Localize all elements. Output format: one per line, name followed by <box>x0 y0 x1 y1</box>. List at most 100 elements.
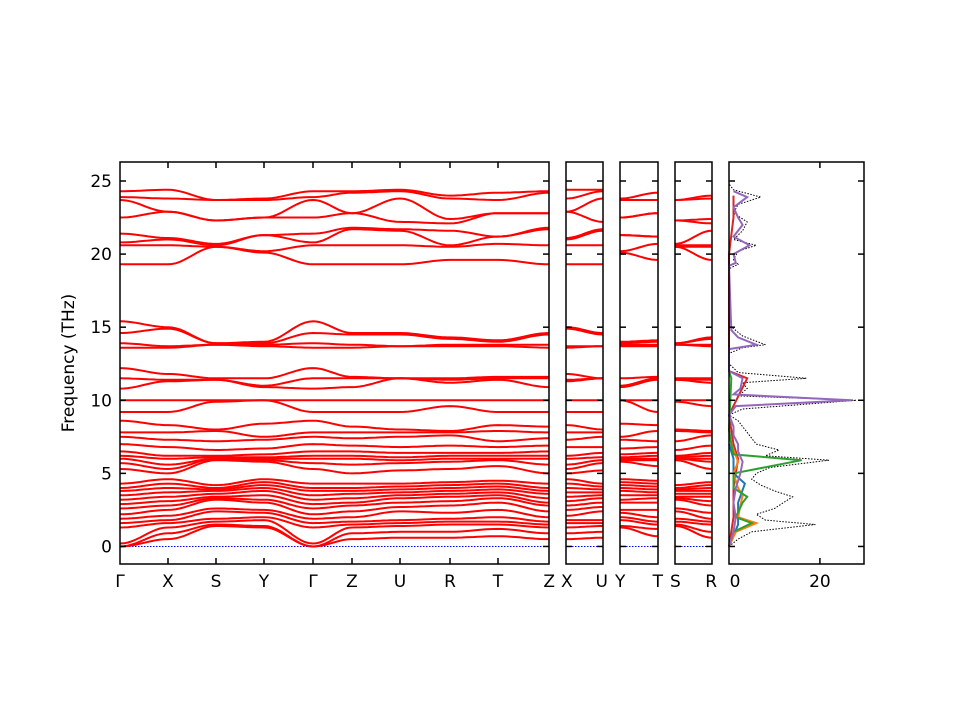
y-axis-label: Frequency (THz) <box>59 294 79 433</box>
phonon-band <box>120 399 549 413</box>
phonon-band <box>565 424 604 431</box>
phonon-band <box>674 229 713 245</box>
phonon-band <box>566 456 603 460</box>
phonon-band <box>119 507 550 520</box>
phonon-band <box>675 507 712 514</box>
phonon-band <box>120 242 549 253</box>
phonon-band <box>619 251 659 261</box>
phonon-band <box>675 428 713 432</box>
phonon-band <box>119 367 549 380</box>
phonon-band <box>119 519 550 545</box>
phonon-band <box>119 494 550 506</box>
phonon-band <box>566 487 603 491</box>
phonon-band <box>674 336 713 345</box>
phonon-band <box>566 373 603 380</box>
phonon-band <box>119 489 550 501</box>
dos-frame <box>728 161 865 565</box>
phonon-band <box>120 245 549 266</box>
k-point-label: Z <box>346 572 358 592</box>
phonon-band <box>119 516 549 529</box>
k-point-label: U <box>596 572 608 592</box>
phonon-band <box>620 487 658 491</box>
phonon-band <box>566 497 604 503</box>
phonon-band <box>619 438 658 443</box>
phonon-band <box>674 510 713 520</box>
phonon-band <box>565 462 604 470</box>
phonon-band <box>674 194 713 201</box>
phonon-band <box>565 210 604 223</box>
phonon-band <box>119 226 550 245</box>
phonon-band <box>119 320 550 345</box>
phonon-band <box>566 435 604 441</box>
phonon-band <box>119 510 550 525</box>
phonon-band <box>565 510 603 517</box>
phonon-band <box>674 400 713 408</box>
k-point-label: Y <box>258 572 270 592</box>
phonon-band <box>565 190 604 200</box>
phonon-band <box>119 481 550 490</box>
k-point-label: X <box>561 572 573 592</box>
y-tick-label: 0 <box>101 537 112 557</box>
phonon-band <box>565 327 604 336</box>
phonon-band <box>620 497 658 501</box>
phonon-band <box>620 422 658 427</box>
phonon-band <box>565 197 604 213</box>
phonon-band <box>120 228 550 247</box>
phonon-band <box>675 451 713 457</box>
phonon-band <box>619 242 659 253</box>
phonon-band <box>675 487 712 491</box>
phonon-band <box>620 375 658 380</box>
phonon-band <box>674 481 713 487</box>
partial-dos-curve <box>728 443 747 547</box>
phonon-band <box>620 489 659 494</box>
phonon-band <box>566 506 603 511</box>
phonon-band <box>619 378 659 389</box>
phonon-band <box>620 339 659 343</box>
phonon-band <box>674 520 712 526</box>
phonon-band <box>674 434 713 443</box>
phonon-band <box>674 523 713 533</box>
phonon-band <box>674 497 712 503</box>
panel-frame <box>119 161 550 565</box>
k-point-label: Y <box>614 572 626 592</box>
phonon-band <box>565 229 604 241</box>
phonon-band <box>120 188 550 201</box>
phonon-band <box>675 517 712 523</box>
phonon-band <box>566 536 603 541</box>
phonon-band <box>565 326 604 334</box>
y-tick-label: 5 <box>101 464 112 484</box>
panel-frame <box>565 161 604 565</box>
phonon-band <box>566 501 604 507</box>
phonon-band <box>119 459 550 475</box>
y-tick-label: 25 <box>90 172 112 192</box>
phonon-band <box>619 430 659 438</box>
phonon-band <box>119 457 549 466</box>
phonon-band <box>565 228 604 239</box>
phonon-band <box>674 484 712 489</box>
phonon-band <box>119 478 549 487</box>
phonon-band <box>119 497 550 510</box>
phonon-band <box>119 197 549 222</box>
phonon-band <box>620 234 659 238</box>
phonon-band <box>619 481 658 485</box>
panel-frame <box>619 161 659 565</box>
k-point-label: Γ <box>115 572 125 592</box>
phonon-band <box>566 482 603 488</box>
k-point-label: Z <box>543 572 555 592</box>
phonon-band <box>619 377 659 387</box>
phonon-band <box>566 530 604 535</box>
dos-x-tick-label: 0 <box>730 572 741 592</box>
phonon-band <box>675 430 712 434</box>
phonon-band <box>619 451 658 456</box>
y-tick-label: 10 <box>90 391 112 411</box>
phonon-band <box>619 399 659 413</box>
phonon-band <box>119 498 550 516</box>
k-point-label: S <box>670 572 681 592</box>
phonon-band <box>674 525 713 539</box>
phonon-band <box>119 443 549 451</box>
phonon-band <box>565 525 603 529</box>
panel-frame <box>674 161 713 565</box>
phonon-band <box>119 419 549 433</box>
